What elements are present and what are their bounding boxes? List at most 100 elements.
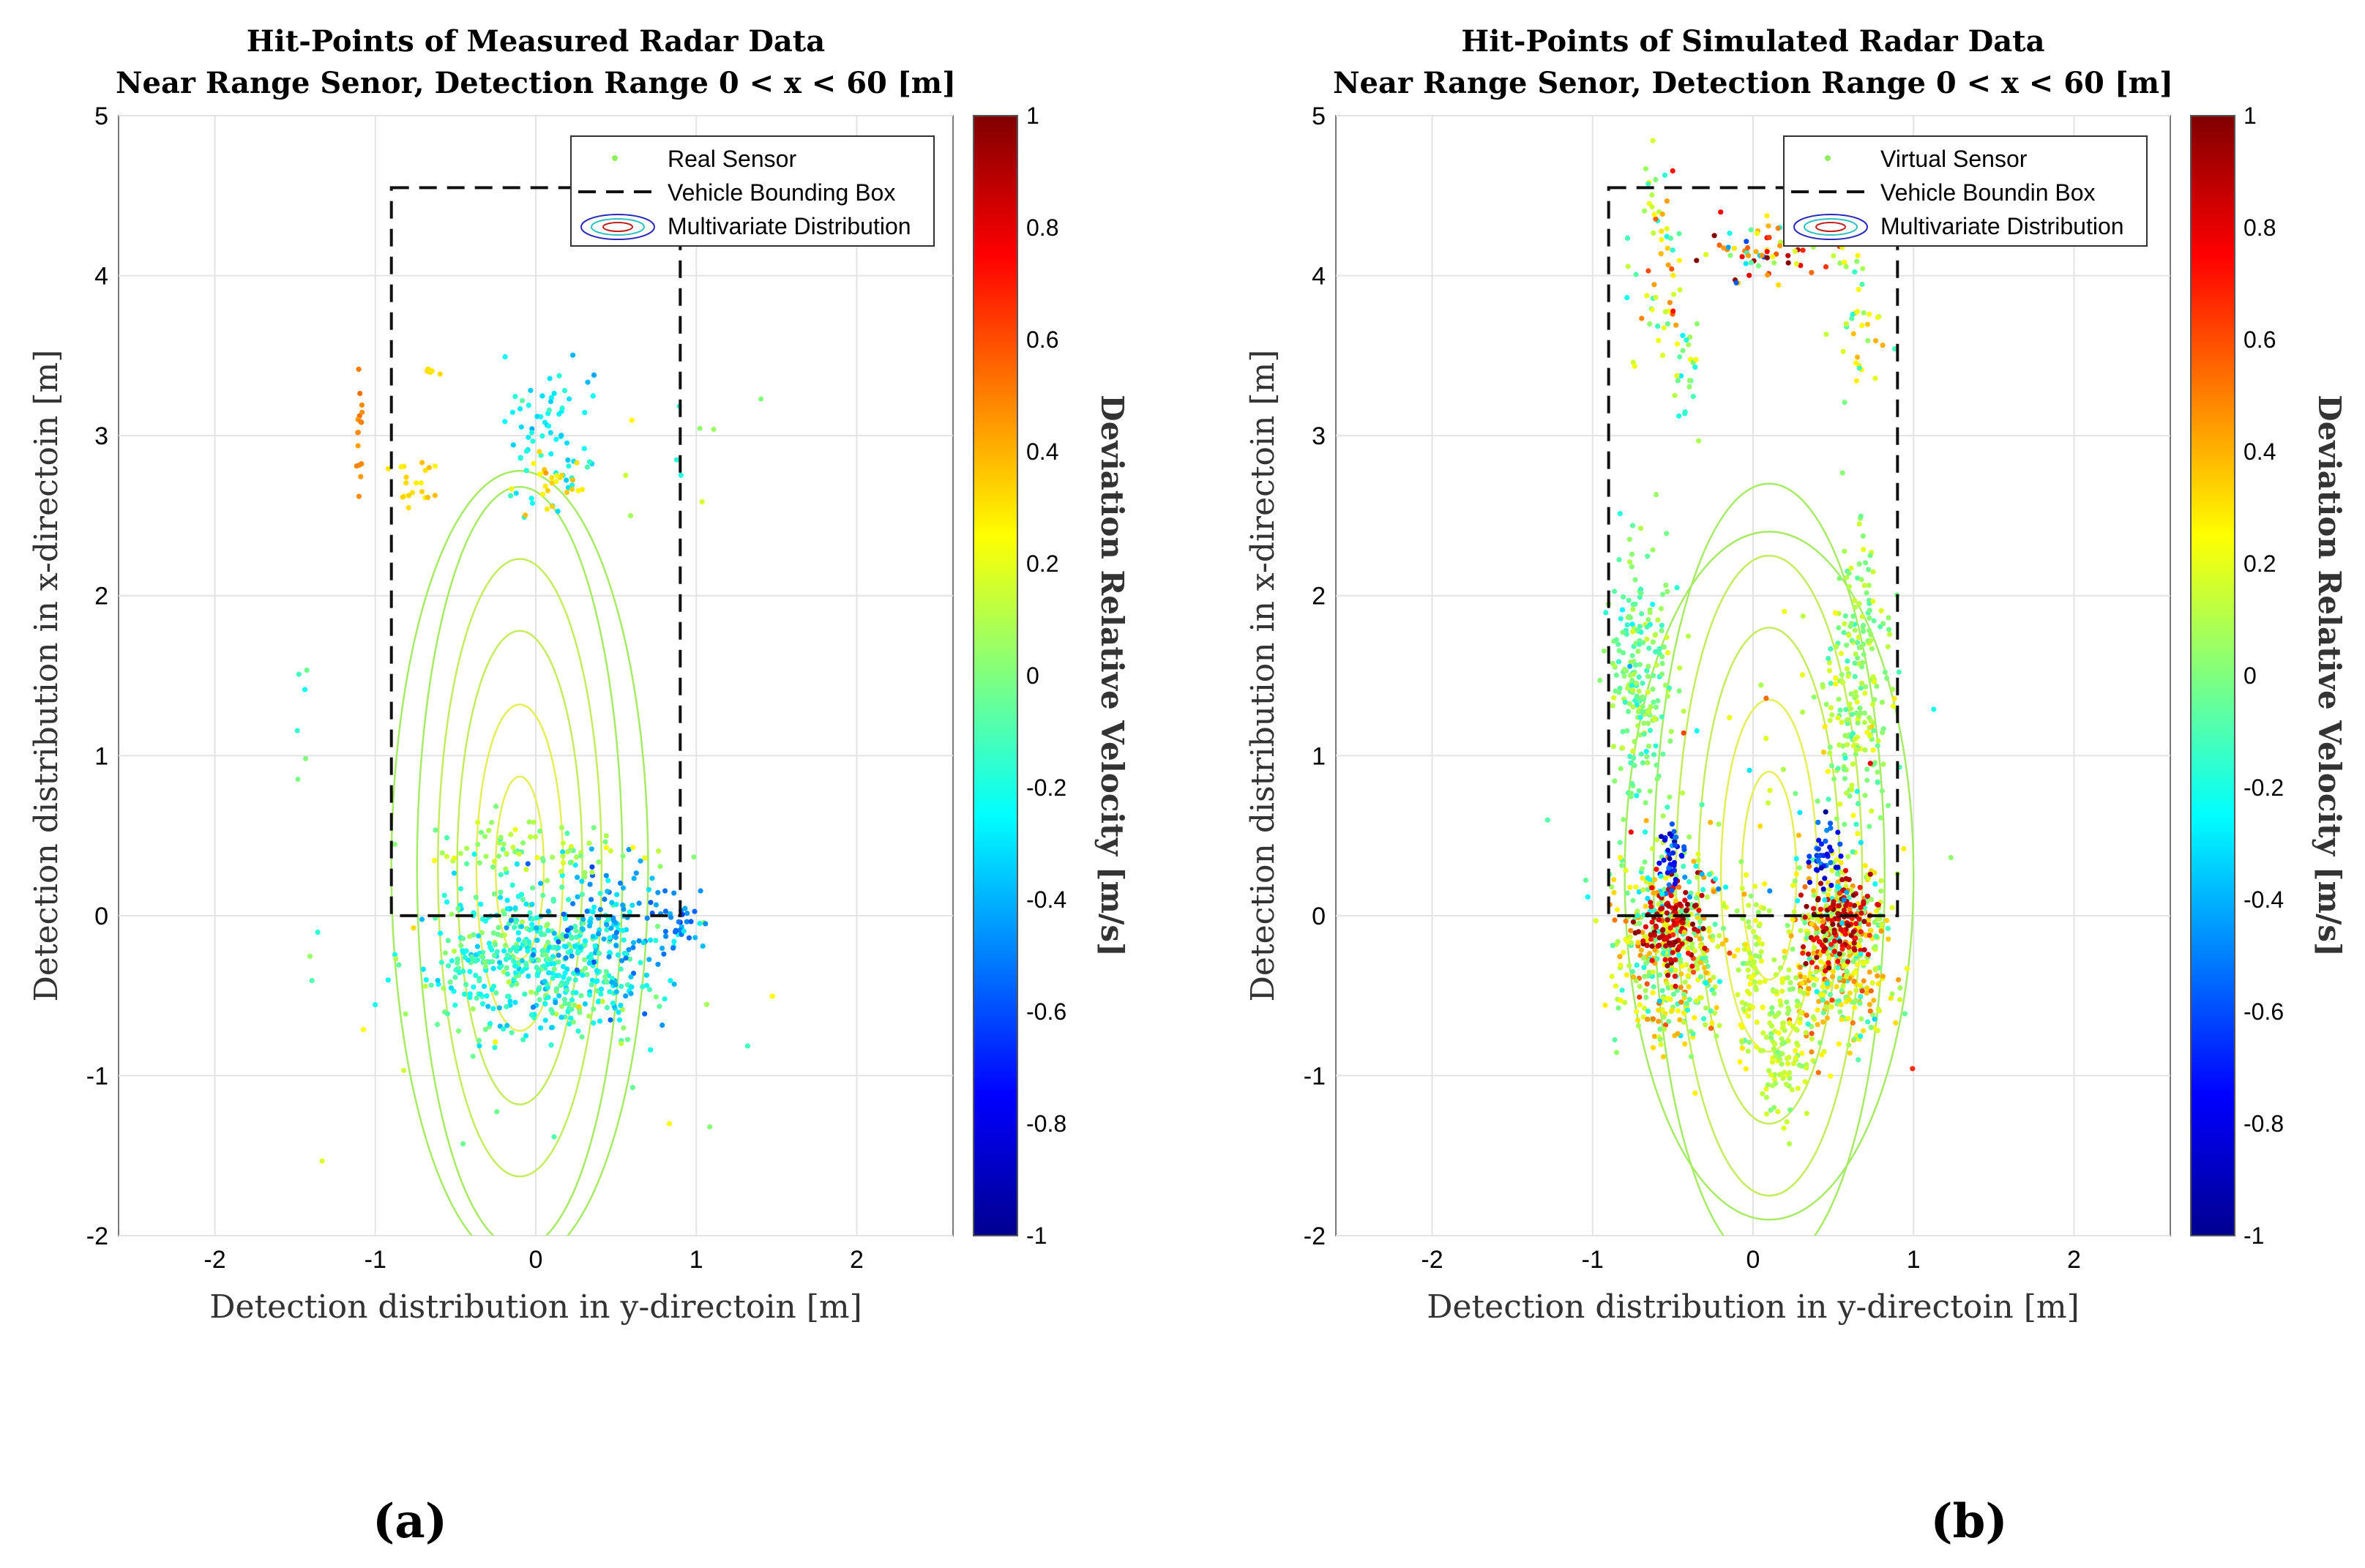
hit-point <box>1809 269 1815 275</box>
hit-point <box>582 942 588 948</box>
hit-point <box>591 959 597 965</box>
hit-point <box>514 981 520 988</box>
hit-point <box>1662 172 1668 178</box>
hit-point <box>1644 668 1650 673</box>
hit-point <box>1845 717 1850 723</box>
hit-point <box>1844 642 1850 648</box>
hit-point <box>1785 922 1790 928</box>
hit-point <box>1629 653 1635 659</box>
hit-point <box>1636 674 1642 680</box>
hit-point <box>561 974 567 980</box>
hit-point <box>1861 720 1867 725</box>
hit-point <box>432 463 438 469</box>
hit-point <box>485 1004 491 1009</box>
hit-point <box>1644 754 1650 760</box>
hit-point <box>1679 963 1685 969</box>
hit-point <box>482 918 488 924</box>
hit-point <box>477 1043 482 1049</box>
panel-a-legend-marker-dot <box>612 155 618 161</box>
hit-point <box>1628 760 1634 766</box>
hit-point <box>520 919 526 925</box>
hit-point <box>575 874 580 881</box>
hit-point <box>1868 632 1874 638</box>
hit-point <box>537 471 542 477</box>
hit-point <box>1861 710 1868 716</box>
hit-point <box>1828 992 1834 998</box>
hit-point <box>550 854 556 860</box>
hit-point <box>1639 316 1645 321</box>
hit-point <box>502 419 508 425</box>
hit-point <box>1847 906 1853 912</box>
hit-point <box>457 851 463 856</box>
hit-point <box>1856 365 1862 371</box>
hit-point <box>1760 1030 1766 1036</box>
hit-point <box>1680 790 1686 796</box>
hit-point <box>1660 751 1666 757</box>
hit-point <box>1620 745 1626 751</box>
hit-point <box>1664 910 1670 916</box>
hit-point <box>1833 681 1839 687</box>
hit-point <box>1664 531 1670 537</box>
hit-point <box>1684 901 1691 908</box>
hit-point <box>1824 1015 1830 1021</box>
hit-point <box>1649 885 1655 891</box>
hit-point <box>1826 965 1832 971</box>
hit-point <box>1800 247 1806 253</box>
hit-point <box>1583 877 1589 883</box>
hit-point <box>470 1053 476 1059</box>
hit-point <box>1686 996 1692 1002</box>
hit-point <box>1798 263 1804 269</box>
hit-point <box>1872 967 1878 973</box>
hit-point <box>491 891 498 897</box>
hit-point <box>1861 905 1868 911</box>
hit-point <box>1638 526 1644 531</box>
hit-point <box>550 897 556 903</box>
hit-point <box>1873 933 1879 940</box>
hit-point <box>493 804 499 810</box>
hit-point <box>1766 223 1771 229</box>
hit-point <box>490 983 497 989</box>
hit-point <box>704 1001 710 1007</box>
hit-point <box>534 937 540 944</box>
hit-point <box>1752 965 1757 971</box>
hit-point <box>1779 977 1785 982</box>
hit-point <box>1837 975 1842 981</box>
hit-point <box>1763 1094 1770 1100</box>
hit-point <box>1731 245 1737 251</box>
panel-a-colorbar-tick: -0.8 <box>1026 1110 1066 1137</box>
hit-point <box>1757 979 1763 985</box>
hit-point <box>591 372 597 378</box>
hit-point <box>497 895 504 900</box>
hit-point <box>1858 905 1864 911</box>
hit-point <box>697 425 703 431</box>
hit-point <box>1844 742 1850 747</box>
hit-point <box>1824 980 1830 987</box>
hit-point <box>1678 985 1684 990</box>
hit-point <box>1716 979 1722 985</box>
hit-point <box>1860 660 1866 665</box>
hit-point <box>589 870 595 876</box>
hit-point <box>1649 957 1655 963</box>
distribution-contour <box>437 558 603 1178</box>
hit-point <box>1648 703 1654 709</box>
hit-point <box>1687 335 1693 340</box>
hit-point <box>1861 652 1867 657</box>
hit-point <box>603 845 609 851</box>
hit-point <box>558 982 564 988</box>
hit-point <box>1829 997 1835 1003</box>
hit-point <box>1853 693 1859 700</box>
hit-point <box>586 960 592 966</box>
hit-point <box>1853 689 1858 695</box>
hit-point <box>1744 988 1750 994</box>
hit-point <box>1802 884 1808 890</box>
hit-point <box>1800 950 1806 956</box>
hit-point <box>588 916 594 922</box>
hit-point <box>1659 906 1665 911</box>
hit-point <box>1673 877 1678 883</box>
hit-point <box>682 906 688 911</box>
hit-point <box>1665 848 1671 854</box>
hit-point <box>1814 989 1820 995</box>
hit-point <box>467 968 473 974</box>
hit-point <box>1629 621 1635 627</box>
hit-point <box>1861 583 1867 589</box>
